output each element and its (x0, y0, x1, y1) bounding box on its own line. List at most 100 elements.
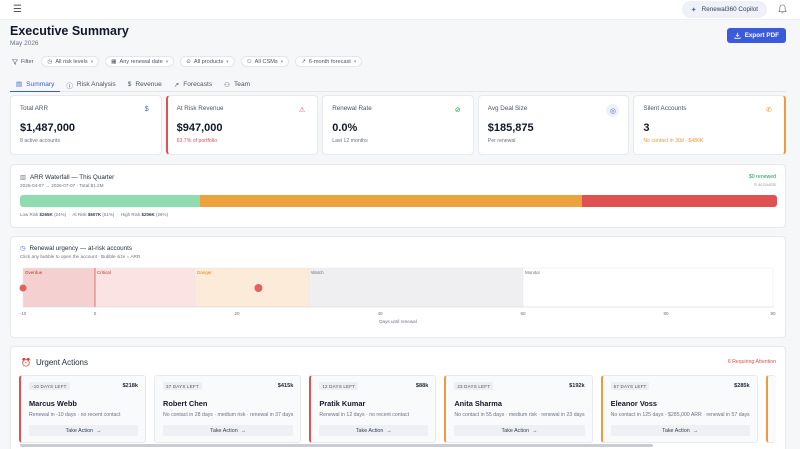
top-bar: ☰ ✦ Renewal360 Copilot (0, 0, 800, 20)
target-icon: ◎ (606, 104, 620, 117)
kpi-sub: No contact in 30d · $486K (643, 138, 704, 144)
kpi-silent-accounts[interactable]: Silent Accounts 3 No contact in 30d · $4… (633, 95, 786, 155)
chevron-down-icon: ▾ (353, 58, 357, 65)
kpi-label: Renewal Rate (332, 105, 372, 112)
filter-csms[interactable]: ⚇ All CSMs ▾ (240, 56, 290, 67)
kpi-avg-deal-size[interactable]: Avg Deal Size $185,875 Per renewal ◎ (477, 95, 630, 155)
legend-name: At Risk (72, 212, 87, 217)
card-desc: Renewal in 12 days · no recent contact (319, 412, 410, 418)
arrow-right-icon: → (532, 427, 538, 434)
action-card[interactable]: 57 DAYS LEFT $285k Eleanor Voss No conta… (600, 375, 758, 443)
chevron-down-icon: ▾ (226, 58, 229, 65)
card-desc: No contact in 28 days · medium risk · re… (163, 412, 294, 418)
legend-name: Low Risk (20, 212, 39, 217)
waterfall-legend: Low Risk $265K (24%) · At Risk $607K (51… (20, 212, 168, 217)
card-name: Pratik Kumar (319, 399, 366, 408)
waterfall-summary: $0 renewed 5 accounts (749, 174, 776, 187)
tab-label: Forecasts (183, 81, 213, 88)
filter-label-text: Filter (21, 58, 34, 65)
bell-icon[interactable] (778, 4, 787, 14)
filter-products[interactable]: ⊙ All products ▾ (180, 56, 235, 67)
take-action-button[interactable]: Take Action → (163, 425, 294, 436)
take-action-label: Take Action (210, 427, 238, 434)
export-pdf-button[interactable]: Export PDF (726, 28, 786, 43)
tab-summary[interactable]: ▤ Summary (10, 77, 61, 92)
tab-forecasts[interactable]: ↗ Forecasts (168, 77, 218, 92)
card-name: Eleanor Voss (610, 399, 657, 408)
take-action-button[interactable]: Take Action → (29, 425, 138, 436)
tab-bar: ▤ Summary ⓘ Risk Analysis $ Revenue ↗ Fo… (10, 77, 786, 92)
take-action-label: Take Action (662, 427, 690, 434)
take-action-button[interactable]: Take Action → (610, 425, 750, 436)
arrow-right-icon: → (692, 427, 699, 434)
horizontal-scrollbar[interactable] (20, 444, 653, 447)
hamburger-icon[interactable]: ☰ (13, 4, 22, 15)
kpi-sub: 63.7% of portfolio (176, 138, 217, 144)
kpi-at-risk-revenue[interactable]: At Risk Revenue $947,000 63.7% of portfo… (165, 95, 319, 155)
copilot-button[interactable]: ✦ Renewal360 Copilot (681, 1, 767, 18)
waterfall-accounts: 5 accounts (754, 182, 776, 187)
arrow-right-icon: → (386, 427, 392, 434)
waterfall-range: 2026-04-07 → 2026-07-07 · Total $1.2M (20, 183, 104, 188)
urgency-title-text: Renewal urgency — at-risk accounts (29, 245, 133, 252)
kpi-label: At Risk Revenue (176, 105, 224, 112)
chevron-down-icon: ▾ (280, 58, 284, 65)
tab-risk-analysis[interactable]: ⓘ Risk Analysis (60, 77, 121, 92)
card-amount: $192k (569, 383, 585, 389)
export-label: Export PDF (744, 32, 779, 39)
waterfall-segment-at-risk[interactable] (199, 195, 583, 207)
urgency-subtitle: Click any bubble to open the account · B… (20, 254, 141, 259)
action-card[interactable]: 12 DAYS LEFT $88k Pratik Kumar Renewal i… (309, 375, 437, 443)
dollar-icon: $ (127, 81, 132, 88)
tab-revenue[interactable]: $ Revenue (122, 77, 168, 92)
filter-forecast[interactable]: ↗ 6-month forecast ▾ (295, 56, 363, 67)
arrow-right-icon: → (96, 427, 102, 434)
waterfall-segment-low-risk[interactable] (20, 195, 200, 207)
take-action-button[interactable]: Take Action → (454, 425, 585, 436)
legend-amount: $206K (141, 212, 155, 217)
kpi-total-arr[interactable]: Total ARR $1,487,000 8 active accounts $ (10, 95, 162, 155)
card-desc: No contact in 55 days · medium risk · re… (454, 412, 585, 418)
waterfall-title-text: ARR Waterfall — This Quarter (29, 174, 115, 181)
waterfall-renewed: $0 renewed (748, 174, 776, 180)
legend-pct: (24%) (54, 212, 67, 217)
days-left-badge: 57 DAYS LEFT (610, 382, 650, 390)
action-card-partial[interactable] (765, 375, 776, 443)
take-action-label: Take Action (501, 427, 530, 434)
chip-label: Any renewal date (119, 58, 163, 65)
arrow-right-icon: → (240, 427, 247, 434)
kpi-renewal-rate[interactable]: Renewal Rate 0.0% Last 12 months ⊘ (322, 95, 474, 155)
page-subtitle: May 2026 (10, 40, 39, 47)
legend-amount: $607K (87, 212, 102, 217)
card-desc: Renewal in -10 days · no recent contact (29, 412, 121, 418)
legend-name: High Risk (120, 212, 141, 217)
legend-pct: (26%) (155, 212, 168, 217)
phone-off-icon: ✆ (766, 107, 772, 114)
tab-team[interactable]: ⚇ Team (218, 77, 256, 92)
card-amount: $415k (277, 383, 294, 389)
kpi-sub: Last 12 months (332, 138, 368, 144)
kpi-value: $1,487,000 (20, 122, 76, 134)
take-action-label: Take Action (355, 427, 384, 434)
sparkle-icon: ✦ (690, 6, 697, 14)
action-card[interactable]: 23 DAYS LEFT $192k Anita Sharma No conta… (444, 375, 593, 443)
kpi-label: Avg Deal Size (487, 105, 528, 112)
filter-risk-levels[interactable]: ◷ All risk levels ▾ (41, 56, 100, 67)
urgency-title: ◷ Renewal urgency — at-risk accounts (20, 245, 132, 252)
action-card[interactable]: -10 DAYS LEFT $218k Marcus Webb Renewal … (19, 375, 146, 443)
action-card[interactable]: 37 DAYS LEFT $415k Robert Chen No contac… (154, 375, 302, 443)
user-icon: ⚇ (246, 58, 252, 65)
card-amount: $285k (734, 383, 750, 389)
card-name: Marcus Webb (29, 399, 77, 408)
waterfall-segment-high-risk[interactable] (582, 195, 777, 207)
bar-chart-icon: ▥ (20, 174, 26, 181)
card-name: Robert Chen (163, 399, 208, 408)
dollar-icon: $ (144, 106, 149, 113)
card-amount: $218k (122, 383, 138, 389)
take-action-button[interactable]: Take Action → (319, 425, 429, 436)
trend-icon: ↗ (301, 58, 306, 65)
page-header: Executive Summary May 2026 Export PDF (10, 24, 786, 50)
card-amount: $88k (415, 383, 429, 389)
kpi-sub: 8 active accounts (20, 138, 61, 144)
filter-renewal-date[interactable]: ▦ Any renewal date ▾ (105, 56, 175, 67)
